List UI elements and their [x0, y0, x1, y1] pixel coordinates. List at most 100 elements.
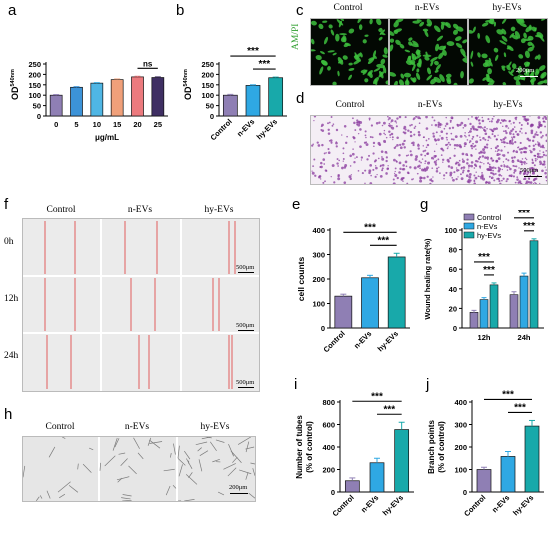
d-dots-control-dot-145 — [363, 141, 367, 144]
d-dots-hyevs-dot-246 — [514, 165, 516, 168]
d-dots-nevs-dot-159 — [441, 158, 445, 162]
d-dots-hyevs-dot-236 — [527, 139, 530, 142]
d-dots-hyevs-dot-334 — [482, 151, 486, 154]
c-cells-hyevs-cell-34 — [477, 32, 481, 39]
e-ytick-label-3: 300 — [312, 251, 325, 260]
d-dots-control-dot-53 — [313, 116, 317, 118]
c-cells-nevs-cell-1 — [430, 60, 434, 67]
d-dots-nevs-dot-35 — [445, 171, 448, 174]
c-cells-nevs-cell-63 — [410, 43, 419, 48]
c-cells-hyevs-cell-54 — [481, 53, 488, 59]
h-tubes-control — [23, 437, 94, 501]
d-dots-control-dot-107 — [357, 132, 360, 135]
d-dots-hyevs-dot-128 — [494, 150, 497, 152]
d-dots-hyevs-dot-299 — [497, 166, 500, 169]
a-ytick-label-5: 250 — [28, 60, 41, 69]
c-cells-control-cell-16 — [315, 54, 322, 61]
d-dots-nevs-dot-138 — [449, 121, 452, 123]
c-cells-control-cell-65 — [332, 52, 337, 56]
d-dots-nevs-dot-218 — [423, 176, 426, 180]
c-cells-hyevs-cell-53 — [470, 61, 474, 67]
d-dots-hyevs-dot-56 — [498, 179, 501, 183]
h-tubes-hyevs — [177, 437, 255, 501]
c-cells-hyevs-cell-69 — [534, 27, 537, 32]
d-dots-hyevs-dot-40 — [511, 136, 513, 138]
d-dots-hyevs-dot-395 — [544, 171, 547, 175]
d-dots-nevs-dot-45 — [450, 166, 454, 169]
d-dots-hyevs-dot-359 — [487, 135, 491, 139]
d-dots-nevs-dot-245 — [432, 132, 435, 135]
d-dots-hyevs-dot-370 — [507, 159, 510, 162]
c-cells-nevs-cell-44 — [390, 38, 395, 43]
d-dots-hyevs-dot-266 — [536, 169, 538, 172]
d-dots-hyevs-dot-371 — [532, 170, 535, 173]
d-dots-nevs-dot-117 — [455, 167, 458, 169]
d-dots-hyevs-dot-356 — [521, 158, 524, 160]
d-dots-nevs-dot-4 — [404, 128, 407, 131]
d-dots-control-dot-14 — [354, 129, 357, 131]
d-dots-nevs-dot-141 — [431, 167, 434, 169]
d-dots-hyevs-dot-184 — [529, 167, 532, 170]
d-dots-nevs-dot-158 — [395, 122, 398, 124]
d-dots-hyevs-dot-319 — [514, 181, 517, 184]
d-dots-nevs-dot-106 — [442, 161, 444, 163]
c-label-nevs: n-EVs — [414, 3, 440, 13]
d-dots-control-dot-62 — [375, 166, 378, 170]
b-ytick-label-3: 150 — [201, 81, 214, 90]
d-dots-hyevs-dot-310 — [545, 169, 547, 171]
b-bar-2 — [268, 77, 284, 117]
d-dots-hyevs-dot-251 — [473, 163, 477, 167]
a-bar-3 — [110, 79, 124, 117]
d-dots-hyevs-dot-41 — [511, 137, 514, 139]
d-dots-nevs-dot-252 — [457, 161, 460, 164]
c-cells-hyevs-cell-42 — [469, 78, 474, 84]
d-dots-hyevs-dot-218 — [538, 121, 541, 124]
d-dots-nevs-dot-187 — [463, 142, 467, 146]
d-dots-control-dot-112 — [385, 156, 388, 159]
d-dots-nevs-dot-5 — [398, 116, 402, 119]
d-dots-nevs-dot-32 — [451, 126, 455, 129]
c-cells-control-cell-46 — [340, 19, 345, 22]
h-tubes-hyevs-tube-13 — [248, 492, 255, 499]
d-dots-nevs-dot-109 — [467, 154, 469, 157]
e-xtick-label-1: n-EVs — [352, 329, 373, 350]
c-cells-nevs-cell-47 — [433, 76, 442, 83]
d-dots-hyevs-dot-307 — [487, 139, 489, 142]
c-cells-nevs-cell-49 — [446, 41, 455, 46]
c-cells-control-cell-33 — [348, 67, 355, 71]
h-tubes-control-tube-4 — [68, 485, 79, 493]
c-cells-control-cell-67 — [318, 23, 324, 30]
d-dots-hyevs-dot-337 — [468, 134, 471, 137]
d-dots-hyevs-dot-66 — [497, 148, 500, 152]
d-dots-nevs-dot-47 — [402, 167, 406, 171]
d-dots-hyevs-dot-336 — [512, 164, 515, 167]
h-tubes-hyevs-tube-32 — [177, 445, 180, 459]
c-cells-control-cell-17 — [373, 67, 381, 72]
d-dots-hyevs-dot-325 — [479, 125, 482, 129]
d-dots-nevs-dot-53 — [410, 123, 413, 126]
g-bar-1-1 — [519, 275, 529, 329]
b-ytick-label-5: 250 — [201, 60, 214, 69]
c-cells-control-cell-13 — [337, 70, 340, 77]
f-scalebar-24h — [238, 387, 254, 388]
b-ytick-label-1: 50 — [206, 102, 214, 111]
d-dots-control-dot-87 — [354, 157, 356, 159]
i-ylabel-line-0: Number of tubes — [295, 415, 304, 479]
d-dots-hyevs — [467, 116, 547, 184]
d-dots-hyevs-dot-57 — [487, 118, 490, 121]
c-cells-nevs-cell-9 — [438, 52, 444, 60]
d-dots-nevs-dot-102 — [427, 138, 430, 140]
d-dots-nevs-dot-111 — [465, 136, 467, 138]
d-label-nevs: n-EVs — [417, 100, 443, 110]
e-ytick-label-1: 100 — [312, 300, 325, 309]
d-dots-nevs-dot-175 — [446, 138, 448, 141]
d-dots-nevs-dot-116 — [394, 174, 398, 177]
d-dots-hyevs-dot-59 — [510, 129, 513, 133]
d-dots-nevs-dot-149 — [434, 139, 437, 142]
d-dots-nevs-dot-228 — [416, 172, 419, 175]
d-dots-nevs-dot-13 — [425, 146, 428, 149]
c-cells-nevs-cell-20 — [404, 49, 411, 53]
c-cells-hyevs-cell-6 — [541, 73, 545, 79]
d-dots-hyevs-dot-220 — [514, 140, 517, 144]
